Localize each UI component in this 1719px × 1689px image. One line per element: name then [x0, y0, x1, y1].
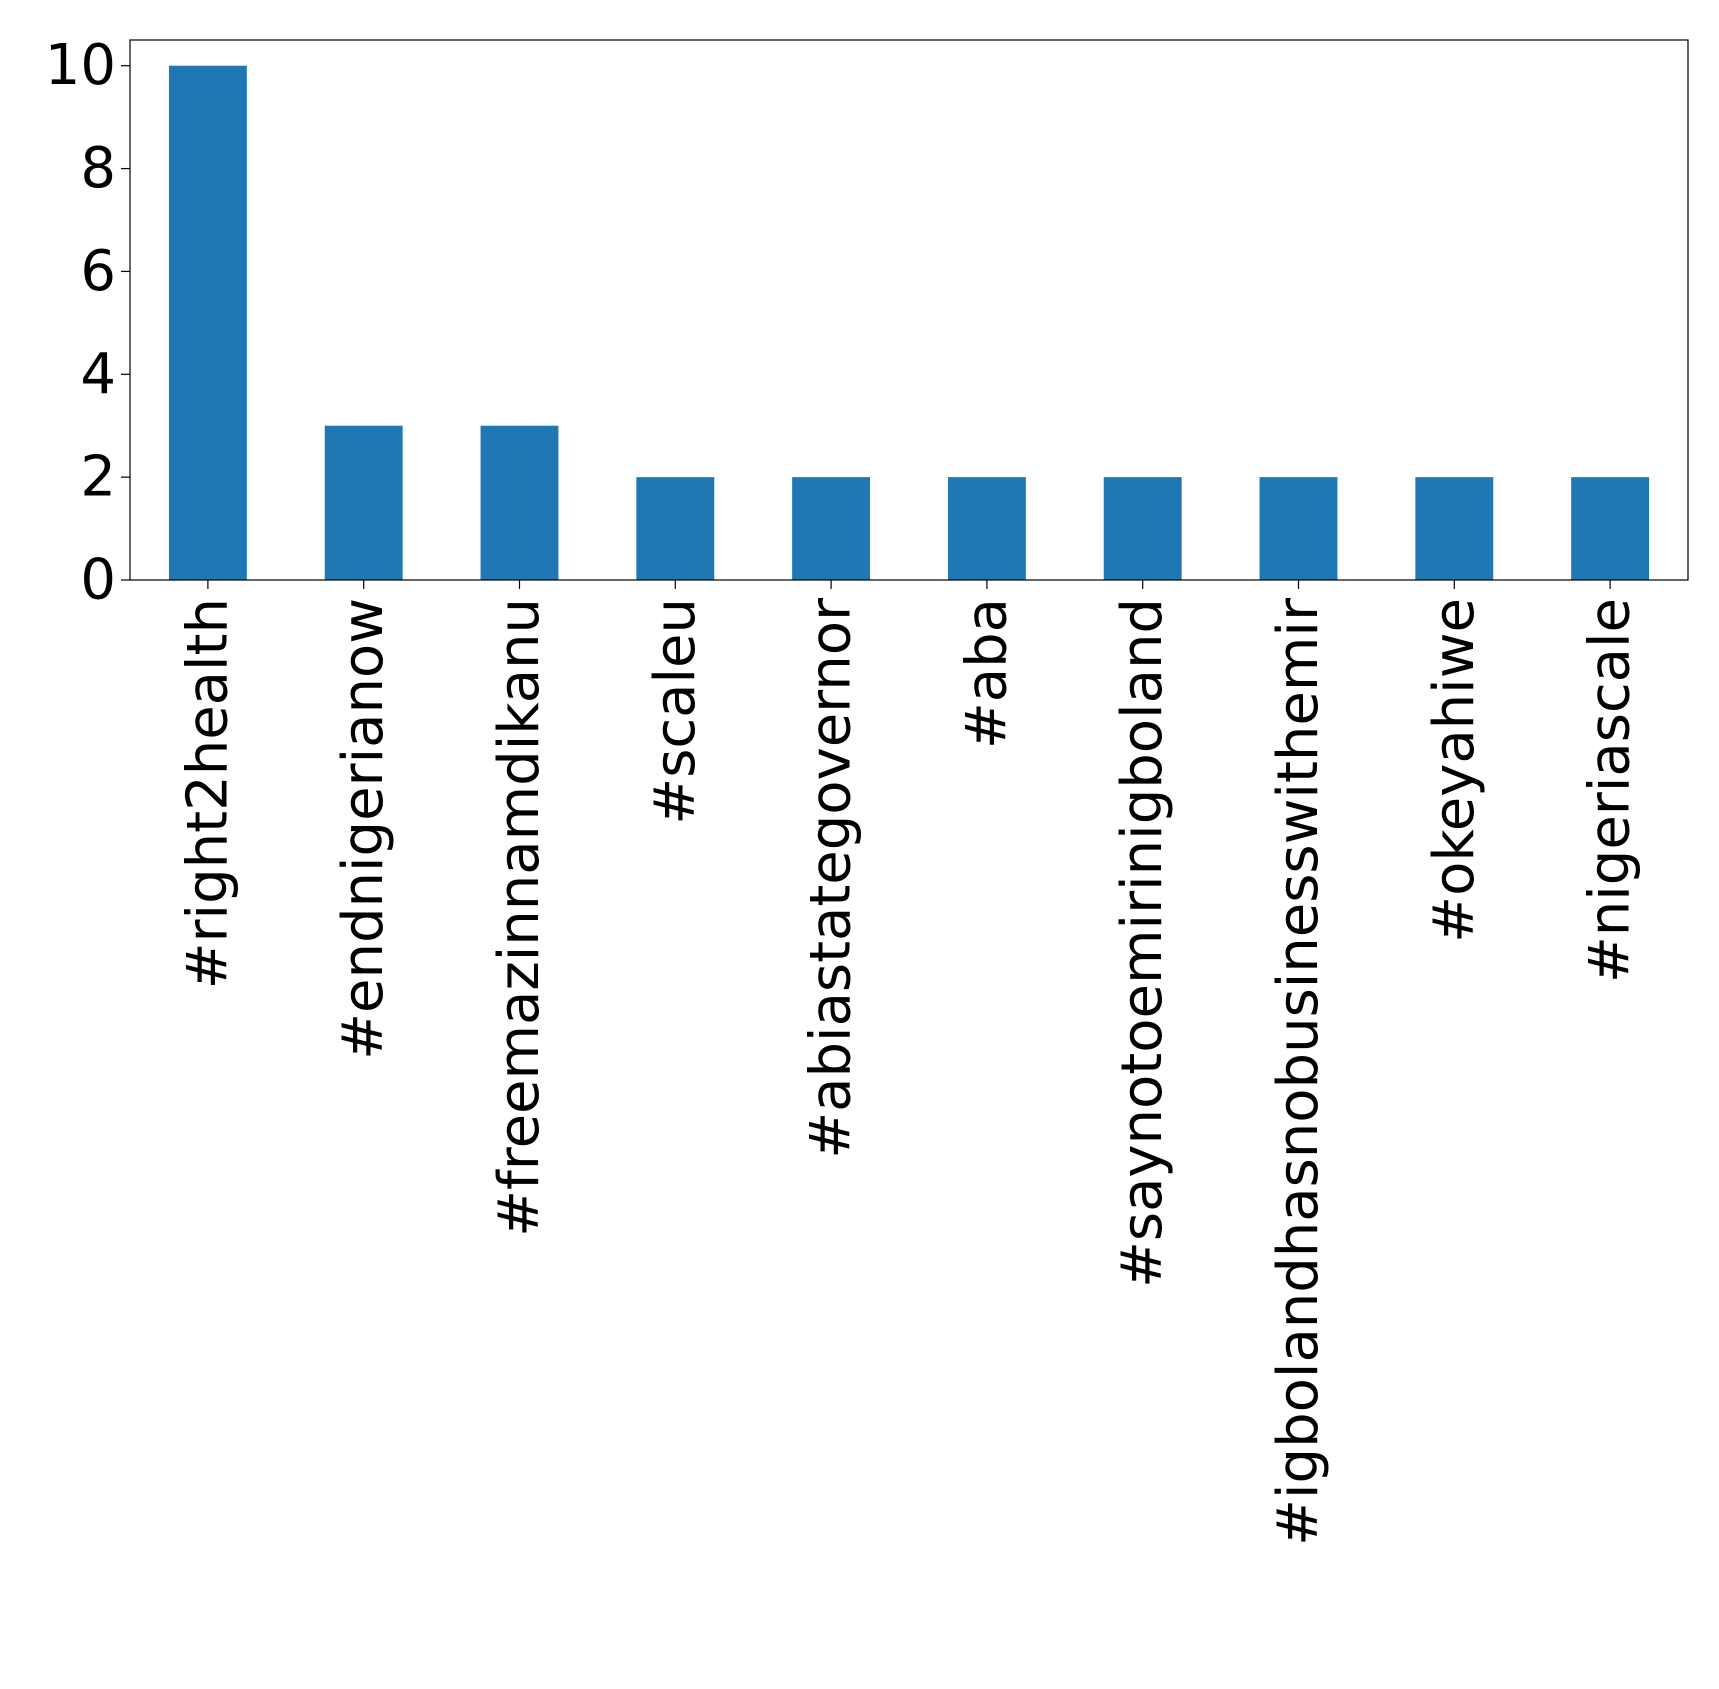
bar-freemazinnamdikanu	[480, 425, 559, 580]
bar-nigeriascale	[1571, 477, 1650, 580]
x-tick-label: #right2health	[175, 598, 240, 989]
bar-aba	[947, 477, 1026, 580]
bar-endnigerianow	[324, 425, 403, 580]
bars-group	[168, 65, 1650, 580]
y-tick-label: 6	[80, 239, 116, 304]
x-tick-label: #abiastategovernor	[799, 597, 864, 1159]
plot-frame	[129, 39, 1689, 581]
y-tick-label: 4	[80, 342, 116, 407]
x-ticks-group: #right2health #endnigerianow #freemazinnam…	[175, 580, 1643, 1546]
x-tick-label: #freemazinnamdikanu	[487, 598, 552, 1237]
y-tick-label: 8	[80, 136, 116, 201]
x-tick-label: #saynotoemirinigboland	[1110, 598, 1175, 1288]
x-tick-label: #aba	[954, 598, 1019, 749]
bar-igbolandhasnobusinesswithemir	[1259, 477, 1338, 580]
y-tick-label: 10	[45, 33, 116, 98]
bar-okeyahiwe	[1415, 477, 1494, 580]
y-tick-label: 0	[80, 548, 116, 613]
bar-saynotoemirinigboland	[1103, 477, 1182, 580]
x-tick-label: #okeyahiwe	[1422, 598, 1487, 943]
bar-scaleu	[636, 477, 715, 580]
bar-right2health	[168, 65, 247, 580]
x-tick-label: #endnigerianow	[331, 598, 396, 1060]
x-tick-label: #scaleu	[643, 598, 708, 825]
axes-group	[129, 39, 1689, 581]
x-tick-label: #igbolandhasnobusinesswithemir	[1266, 597, 1331, 1546]
y-tick-label: 2	[80, 445, 116, 510]
y-ticks-group: 0 2 4 6 8 10	[45, 33, 130, 613]
bar-abiastategovernor	[792, 477, 871, 580]
x-tick-label: #nigeriascale	[1578, 598, 1643, 983]
